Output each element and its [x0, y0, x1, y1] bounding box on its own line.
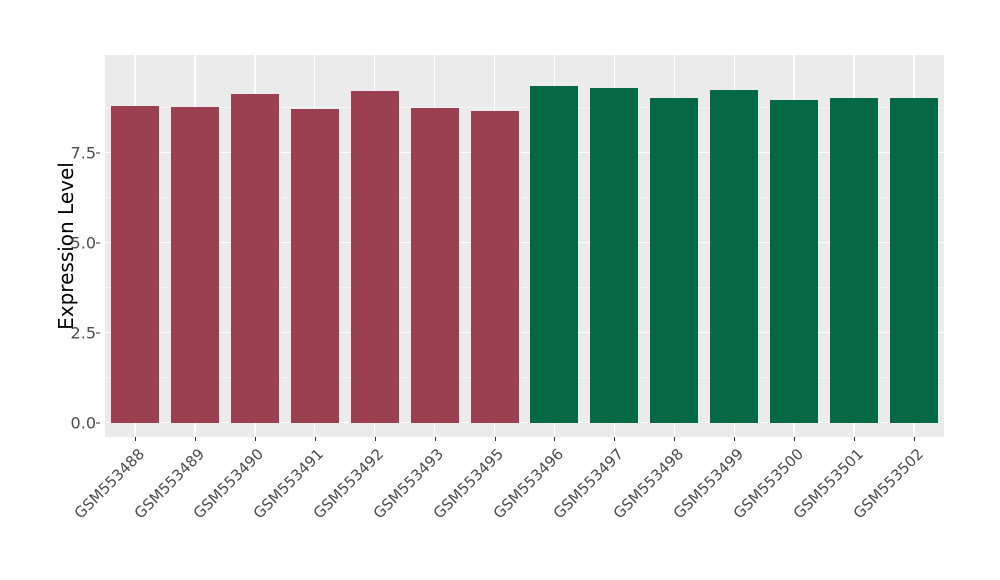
bar: [470, 110, 519, 423]
y-axis-tick-label: 0.0: [70, 413, 96, 433]
bar: [110, 106, 159, 423]
x-axis-ticks: GSM553488 GSM553489 GSM553490 GSM553491 GSM5…: [70, 437, 944, 580]
x-axis-tick-mark: [674, 437, 676, 441]
x-axis-tick-mark: [134, 437, 136, 441]
x-axis-tick-mark: [854, 437, 856, 441]
x-axis-tick-mark: [374, 437, 376, 441]
y-axis-tick-label: 2.5: [70, 323, 96, 343]
gridline-major-horizontal: [105, 421, 944, 423]
x-axis-tick-mark: [914, 437, 916, 441]
bar: [170, 107, 219, 423]
y-axis-tick-mark: [96, 152, 100, 154]
gridline-minor-horizontal: [105, 107, 944, 109]
gridline-minor-horizontal: [105, 287, 944, 289]
gridline-major-horizontal: [105, 331, 944, 334]
x-axis-tick-mark: [614, 437, 616, 441]
bar: [890, 97, 938, 423]
bar: [350, 90, 399, 423]
bar: [770, 100, 819, 423]
y-axis-tick-label: 5.0: [70, 233, 96, 253]
x-axis-tick-mark: [554, 437, 556, 441]
bar: [230, 93, 279, 423]
y-axis-tick-label: 7.5: [70, 143, 96, 163]
bar: [710, 89, 759, 423]
bar: [290, 109, 339, 423]
bar: [410, 108, 459, 423]
plot-panel: [105, 55, 944, 437]
bar: [590, 87, 639, 423]
gridline-major-horizontal: [105, 151, 944, 154]
x-axis-tick-mark: [254, 437, 256, 441]
y-axis-tick-mark: [96, 332, 100, 334]
x-axis-tick-mark: [494, 437, 496, 441]
gridline-major-horizontal: [105, 241, 944, 244]
bar: [830, 97, 879, 423]
y-axis-tick-mark: [96, 242, 100, 244]
gridline-minor-horizontal: [105, 377, 944, 379]
x-axis-tick-mark: [794, 437, 796, 441]
y-axis-tick-mark: [96, 422, 100, 424]
bar: [530, 85, 579, 423]
x-axis-tick-mark: [734, 437, 736, 441]
y-axis-ticks: 0.0 2.5 5.0 7.5: [52, 0, 100, 580]
x-axis-tick-mark: [314, 437, 316, 441]
x-axis-tick-mark: [194, 437, 196, 441]
gridline-minor-horizontal: [105, 197, 944, 199]
bar: [650, 98, 699, 423]
x-axis-tick-mark: [434, 437, 436, 441]
